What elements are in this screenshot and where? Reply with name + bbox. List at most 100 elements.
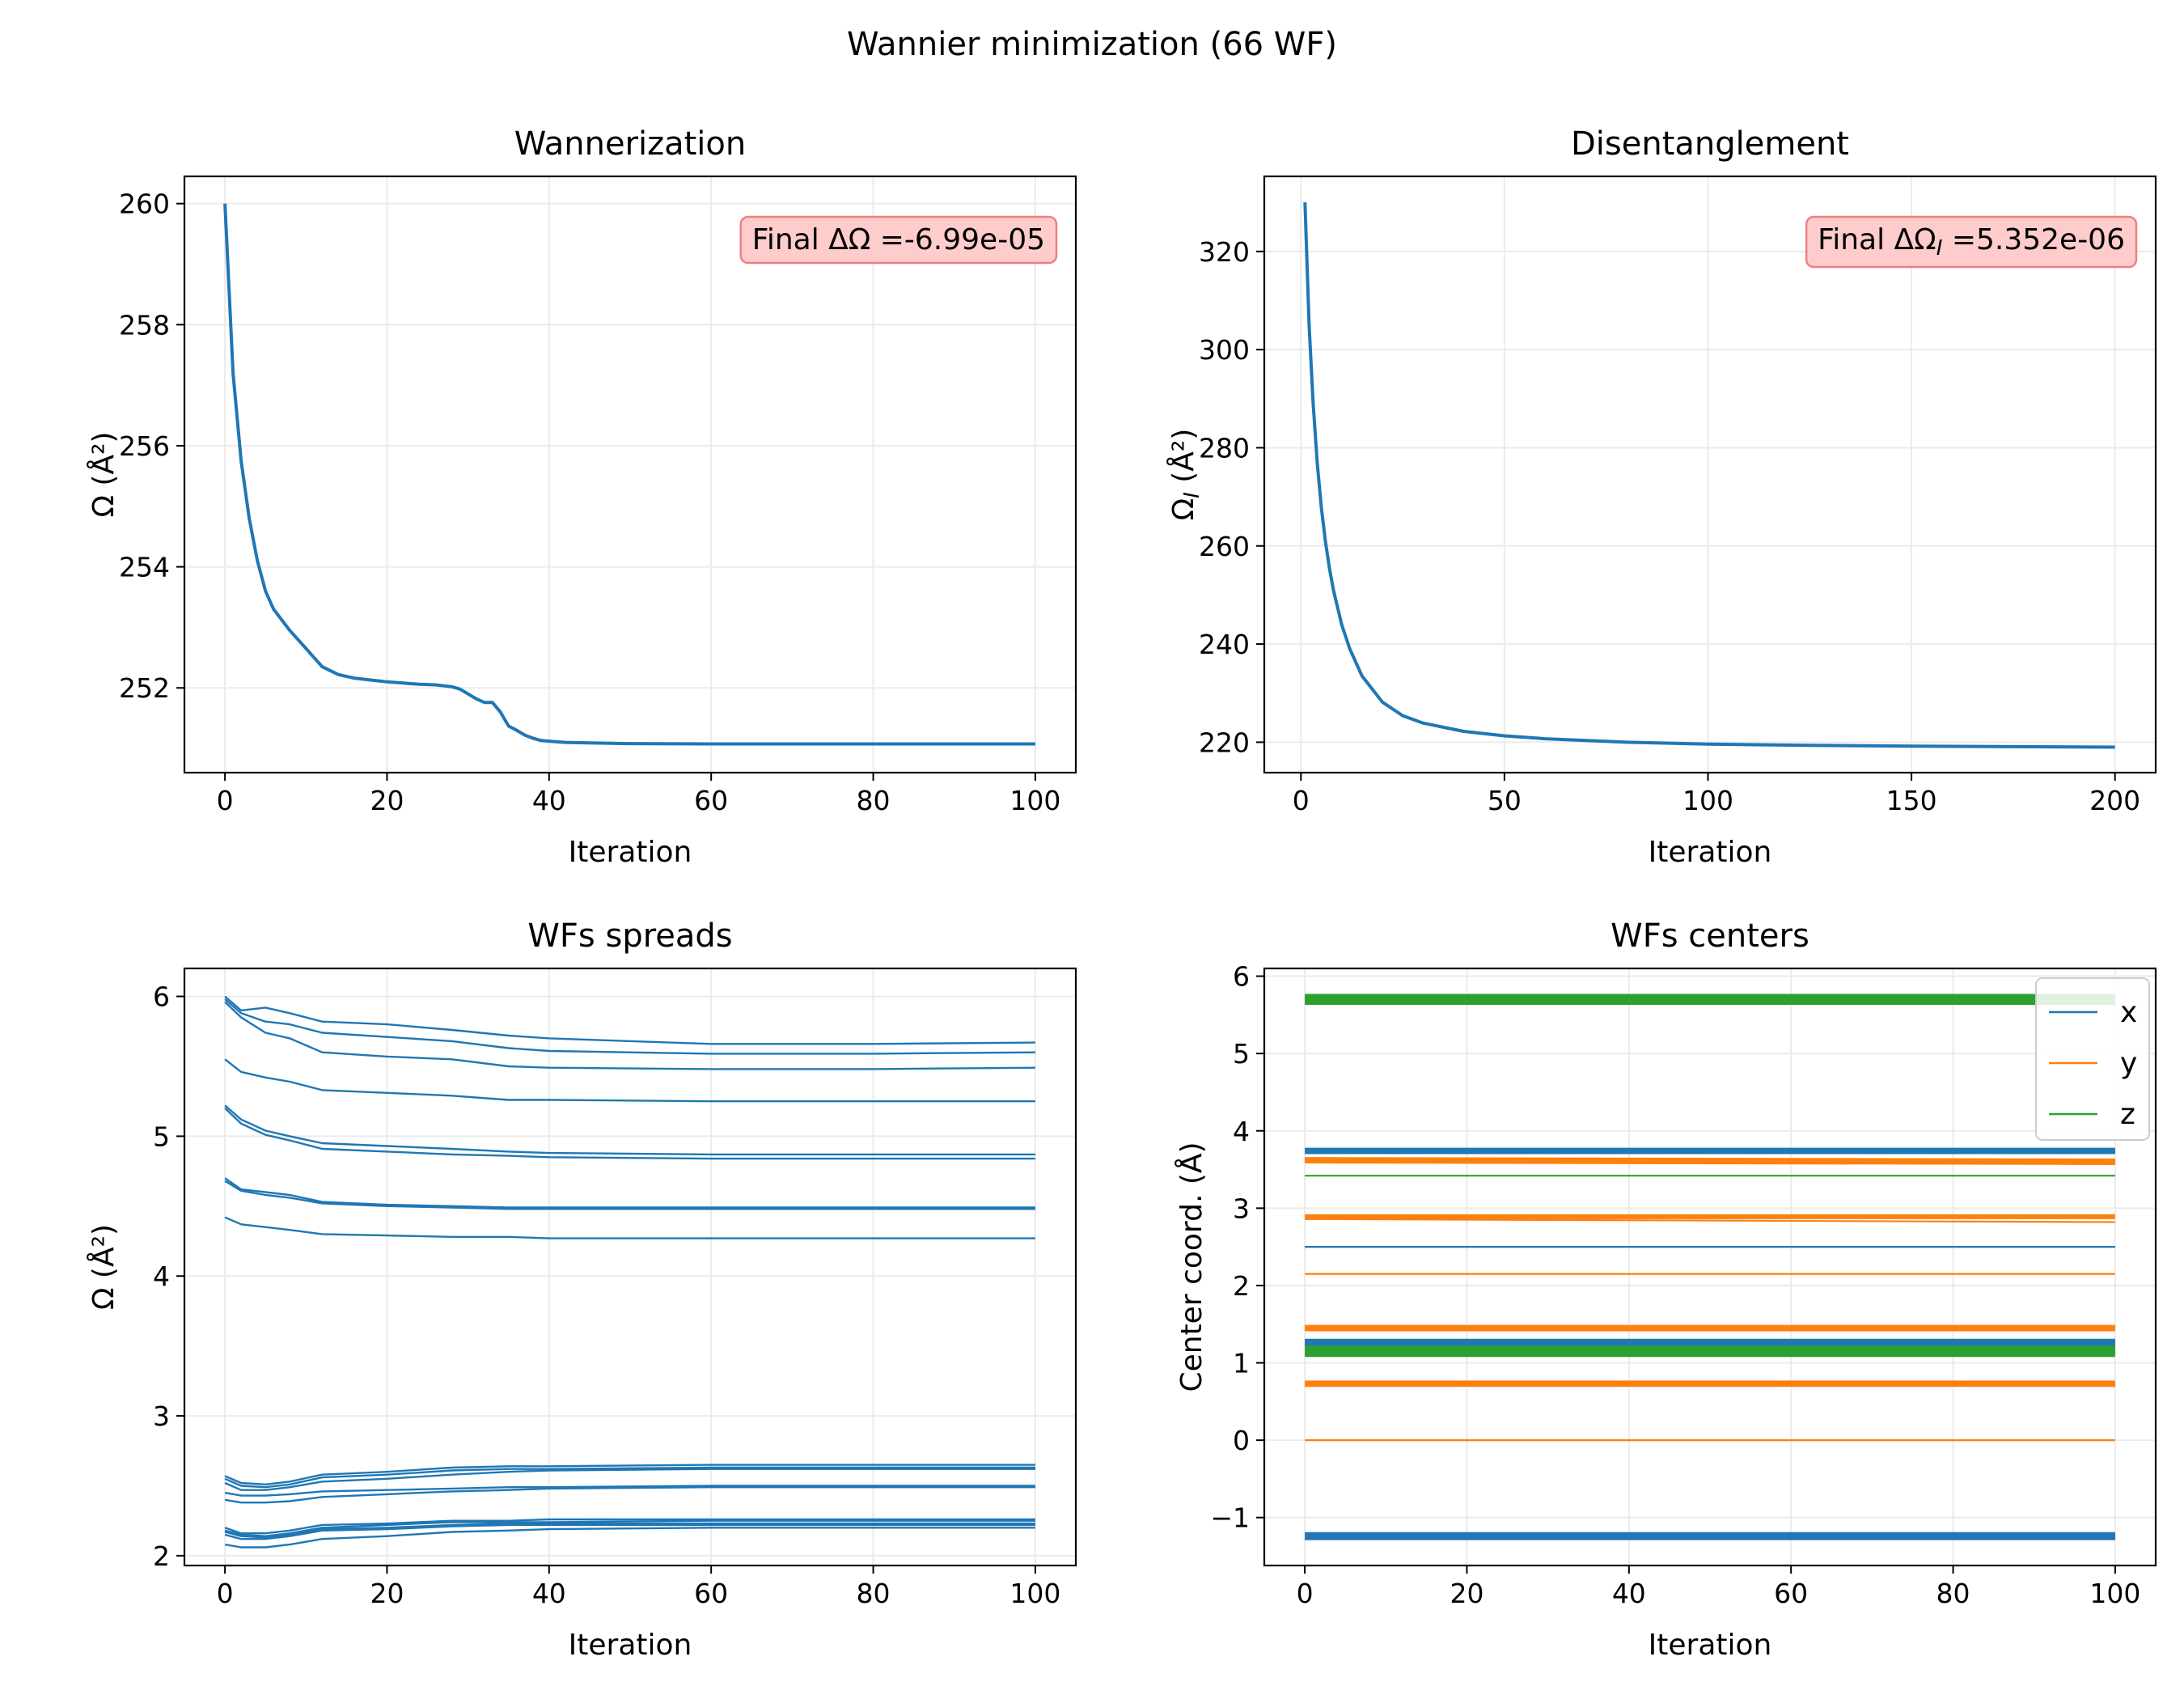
x-tick-label: 40 <box>532 785 566 816</box>
x-tick-label: 60 <box>694 785 728 816</box>
series-line-1 <box>1303 202 2115 749</box>
axes-frame <box>183 967 1077 1567</box>
axes-disentanglement: 0 50 100 150 200 220 240 260 280 300 320 Disentangl… <box>1166 125 2157 869</box>
x-axis-label: Iteration <box>569 836 692 869</box>
series-line-7 <box>224 1177 1035 1209</box>
series-line-14 <box>224 1485 1035 1504</box>
axes-wannerization: 0 20 40 60 80 100 252 254 256 258 260 Wannerization… <box>86 125 1077 869</box>
annotation-text: Final ΔΩI =5.352e-06 <box>1818 223 2125 261</box>
x-tick-label: 0 <box>1297 1578 1314 1609</box>
y-tick-label: 300 <box>1199 334 1250 366</box>
x-axis-label: Iteration <box>1649 1629 1772 1662</box>
x-tick-label: 0 <box>1293 785 1310 816</box>
x-tick-label: 20 <box>1450 1578 1484 1609</box>
axes-title: Wannerization <box>514 125 747 163</box>
x-tick-label: 60 <box>694 1578 728 1609</box>
x-tick-label: 80 <box>857 1578 891 1609</box>
x-tick-label: 100 <box>1682 785 1733 816</box>
y-tick-label: 4 <box>153 1260 170 1292</box>
y-tick-label: −1 <box>1210 1502 1250 1534</box>
series-line-3 <box>224 1001 1035 1070</box>
y-tick-label: 258 <box>119 309 170 341</box>
y-tick-label: 2 <box>1233 1270 1250 1302</box>
y-tick-label: 260 <box>1199 531 1250 562</box>
y-tick-label: 0 <box>1233 1425 1250 1456</box>
series-line-4 <box>224 1058 1035 1103</box>
series-line-19 <box>224 1527 1035 1549</box>
x-tick-label: 100 <box>1009 1578 1060 1609</box>
x-tick-label: 50 <box>1488 785 1522 816</box>
series-line-1 <box>223 203 1035 746</box>
y-tick-label: 4 <box>1233 1116 1250 1147</box>
x-tick-label: 80 <box>857 785 891 816</box>
x-axis-label: Iteration <box>569 1629 692 1662</box>
series-line-16 <box>224 1519 1035 1537</box>
legend-label-y: y <box>2120 1047 2137 1080</box>
series-line-13 <box>224 1485 1035 1497</box>
y-axis-label: Center coord. (Å) <box>1174 1142 1208 1392</box>
y-tick-label: 320 <box>1199 236 1250 268</box>
x-tick-label: 100 <box>2089 1578 2140 1609</box>
annotation-box <box>739 215 1058 265</box>
series-line-9 <box>224 1216 1035 1239</box>
y-tick-label: 3 <box>153 1400 170 1432</box>
y-tick-label: 6 <box>1233 961 1250 993</box>
x-tick-label: 0 <box>217 1578 234 1609</box>
axes-wfs-centers: 0 20 40 60 80 100 −1 0 1 2 3 4 5 6 WFs centers Iteratio… <box>1174 917 2157 1662</box>
annotation-box <box>1805 215 2138 269</box>
x-tick-label: 150 <box>1886 785 1937 816</box>
series-line-1 <box>224 995 1035 1045</box>
x-tick-label: 100 <box>1009 785 1060 816</box>
y-tick-label: 254 <box>119 552 170 583</box>
axes-frame <box>1263 967 2157 1567</box>
y-tick-label: 6 <box>153 981 170 1013</box>
axes-title: WFs spreads <box>527 917 732 955</box>
series-line-17 <box>224 1522 1035 1539</box>
x-axis-label: Iteration <box>1649 836 1772 869</box>
final-delta-annotation: Final ΔΩ =-6.99e-05 <box>739 215 1058 265</box>
axes-wfs-spreads: 0 20 40 60 80 100 2 3 4 5 6 WFs spreads Iteration Ω (… <box>86 917 1077 1662</box>
y-tick-label: 260 <box>119 189 170 220</box>
legend: xyz <box>2035 977 2150 1141</box>
y-tick-label: 240 <box>1199 629 1250 660</box>
legend-label-x: x <box>2120 996 2137 1029</box>
y-axis-label: Ω (Å²) <box>86 1224 121 1310</box>
y-tick-label: 220 <box>1199 727 1250 758</box>
series-line-8 <box>224 1180 1035 1210</box>
y-axis-label: ΩI (Å²) <box>1166 429 1204 521</box>
y-tick-label: 2 <box>153 1540 170 1572</box>
axes-frame <box>183 175 1077 774</box>
x-tick-label: 40 <box>1612 1578 1646 1609</box>
axes-title: Disentanglement <box>1571 125 1849 163</box>
plot-area <box>224 995 1035 1549</box>
axes-title: WFs centers <box>1610 917 1809 955</box>
series-line-5 <box>224 1104 1035 1156</box>
y-tick-label: 5 <box>1233 1038 1250 1070</box>
y-tick-label: 280 <box>1199 432 1250 464</box>
annotation-text: Final ΔΩ =-6.99e-05 <box>752 223 1045 256</box>
plot-area <box>1305 994 2115 1540</box>
legend-frame <box>2035 977 2150 1141</box>
series-line-2 <box>224 998 1035 1055</box>
y-tick-label: 5 <box>153 1121 170 1152</box>
y-axis-label: Ω (Å²) <box>86 431 121 517</box>
y-tick-label: 1 <box>1233 1348 1250 1379</box>
y-tick-label: 256 <box>119 430 170 462</box>
legend-label-z: z <box>2120 1098 2135 1131</box>
plot-area <box>223 203 1035 746</box>
final-delta-annotation: Final ΔΩI =5.352e-06 <box>1805 215 2138 269</box>
x-tick-label: 20 <box>370 785 404 816</box>
series-line-6 <box>224 1107 1035 1160</box>
x-tick-label: 80 <box>1936 1578 1970 1609</box>
suptitle: Wannier minimization (66 WF) <box>847 26 1337 63</box>
series-line-15 <box>224 1518 1035 1535</box>
center-line-y-3 <box>1305 1157 2115 1165</box>
x-tick-label: 20 <box>370 1578 404 1609</box>
x-tick-label: 0 <box>217 785 234 816</box>
x-tick-label: 60 <box>1774 1578 1808 1609</box>
series-line-18 <box>224 1523 1035 1540</box>
axes-frame <box>1263 175 2157 774</box>
series-line-10 <box>224 1464 1035 1486</box>
x-tick-label: 200 <box>2089 785 2140 816</box>
plot-area <box>1303 202 2115 749</box>
